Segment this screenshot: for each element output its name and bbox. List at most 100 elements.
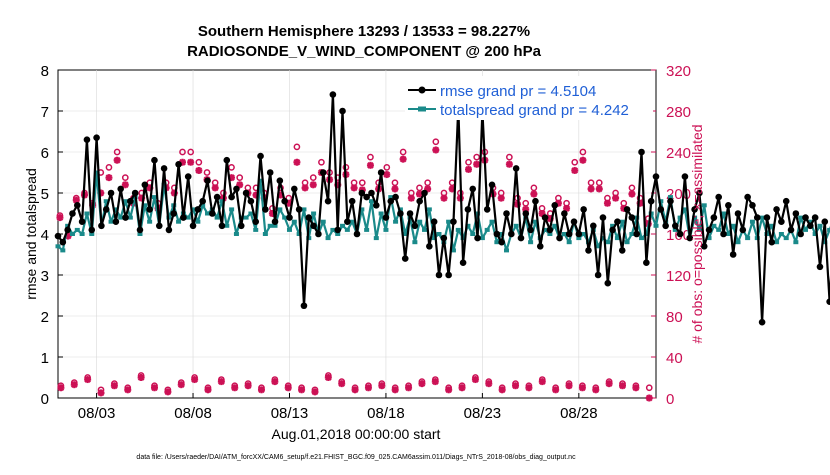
rmse-point bbox=[561, 210, 568, 217]
rmse-point bbox=[103, 206, 110, 213]
rmse-point bbox=[349, 198, 356, 205]
x-tick-label: 08/23 bbox=[464, 405, 502, 422]
obs-assimilated-marker-low bbox=[164, 388, 171, 395]
rmse-point bbox=[315, 231, 322, 238]
rmse-point bbox=[648, 198, 655, 205]
rmse-point bbox=[629, 214, 636, 221]
rmse-point bbox=[522, 210, 529, 217]
y-axis-label-left: rmse and totalspread bbox=[23, 168, 39, 300]
rmse-point bbox=[460, 259, 467, 266]
rmse-point bbox=[79, 218, 86, 225]
rmse-point bbox=[185, 173, 192, 180]
rmse-point bbox=[498, 239, 505, 246]
rmse-point bbox=[725, 202, 732, 209]
rmse-point bbox=[556, 235, 563, 242]
obs-assimilated-marker-low bbox=[512, 382, 519, 389]
legend: rmse grand pr = 4.5104 totalspread grand… bbox=[405, 76, 653, 120]
right-tick-label: 40 bbox=[666, 350, 683, 367]
rmse-point bbox=[773, 206, 780, 213]
rmse-point bbox=[219, 223, 226, 230]
rmse-point bbox=[431, 218, 438, 225]
rmse-point bbox=[450, 218, 457, 225]
obs-assimilated-marker-low bbox=[499, 386, 506, 393]
rmse-point bbox=[783, 198, 790, 205]
rmse-point bbox=[551, 202, 558, 209]
rmse-point bbox=[113, 218, 120, 225]
obs-assimilated-marker bbox=[367, 162, 374, 169]
rmse-point bbox=[638, 149, 645, 156]
left-tick-label: 2 bbox=[41, 309, 49, 326]
rmse-point bbox=[252, 218, 259, 225]
obs-assimilated-marker-low bbox=[405, 384, 412, 391]
rmse-point bbox=[619, 247, 626, 254]
obs-assimilated-marker bbox=[195, 167, 202, 174]
rmse-point bbox=[720, 231, 727, 238]
obs-assimilated-marker-low bbox=[258, 386, 265, 393]
obs-assimilated-marker-low bbox=[338, 380, 345, 387]
obs-assimilated-marker-low bbox=[432, 378, 439, 385]
rmse-point bbox=[469, 186, 476, 193]
obs-assimilated-marker-low bbox=[204, 386, 211, 393]
rmse-point bbox=[74, 202, 81, 209]
rmse-point bbox=[88, 227, 95, 234]
rmse-point bbox=[658, 206, 665, 213]
rmse-point bbox=[84, 136, 91, 143]
obs-assimilated-marker-low bbox=[285, 384, 292, 391]
obs-assimilated-marker bbox=[432, 146, 439, 153]
rmse-point bbox=[397, 210, 404, 217]
rmse-point bbox=[571, 218, 578, 225]
obs-assimilated-marker bbox=[440, 195, 447, 202]
obs-assimilated-marker bbox=[391, 185, 398, 192]
rmse-point bbox=[407, 210, 414, 217]
rmse-point bbox=[604, 280, 611, 287]
obs-assimilated-marker-low bbox=[525, 384, 532, 391]
obs-assimilated-marker bbox=[604, 200, 611, 207]
obs-assimilated-marker bbox=[351, 184, 358, 191]
obs-assimilated-marker bbox=[105, 174, 112, 181]
obs-assimilated-marker-low bbox=[271, 378, 278, 385]
rmse-point bbox=[277, 177, 284, 184]
obs-assimilated-marker-low bbox=[646, 395, 653, 402]
left-tick-label: 7 bbox=[41, 104, 49, 121]
rmse-point bbox=[793, 210, 800, 217]
rmse-point bbox=[368, 190, 375, 197]
rmse-point bbox=[807, 223, 814, 230]
obs-assimilated-marker-low bbox=[378, 382, 385, 389]
rmse-point bbox=[151, 157, 158, 164]
left-tick-label: 0 bbox=[41, 391, 49, 408]
rmse-point bbox=[580, 206, 587, 213]
rmse-point bbox=[190, 223, 197, 230]
x-tick-label: 08/28 bbox=[560, 405, 598, 422]
rmse-point bbox=[764, 214, 771, 221]
rmse-point bbox=[494, 231, 501, 238]
rmse-point bbox=[677, 231, 684, 238]
rmse-point bbox=[93, 134, 100, 141]
rmse-point bbox=[682, 173, 689, 180]
rmse-point bbox=[195, 206, 202, 213]
rmse-point bbox=[667, 198, 674, 205]
rmse-point bbox=[98, 223, 105, 230]
obs-assimilated-marker-low bbox=[298, 386, 305, 393]
legend-rmse-label: rmse grand pr = 4.5104 bbox=[440, 83, 596, 100]
rmse-point bbox=[214, 194, 221, 201]
rmse-point bbox=[735, 210, 742, 217]
rmse-point bbox=[228, 194, 235, 201]
rmse-point bbox=[146, 206, 153, 213]
rmse-point bbox=[257, 153, 264, 160]
rmse-point bbox=[465, 206, 472, 213]
x-tick-label: 08/18 bbox=[367, 405, 405, 422]
rmse-point bbox=[532, 198, 539, 205]
obs-assimilated-marker-low bbox=[418, 380, 425, 387]
rmse-point bbox=[537, 243, 544, 250]
rmse-point bbox=[744, 194, 751, 201]
rmse-point bbox=[166, 227, 173, 234]
obs-assimilated-marker-low bbox=[365, 384, 372, 391]
rmse-point bbox=[445, 272, 452, 279]
right-tick-label: 80 bbox=[666, 309, 683, 326]
y-axis-label-right: # of obs: o=possible; ×=assimilated bbox=[689, 124, 705, 343]
rmse-point bbox=[441, 235, 448, 242]
right-tick-label: 240 bbox=[666, 145, 691, 162]
rmse-point bbox=[209, 210, 216, 217]
rmse-point bbox=[137, 227, 144, 234]
